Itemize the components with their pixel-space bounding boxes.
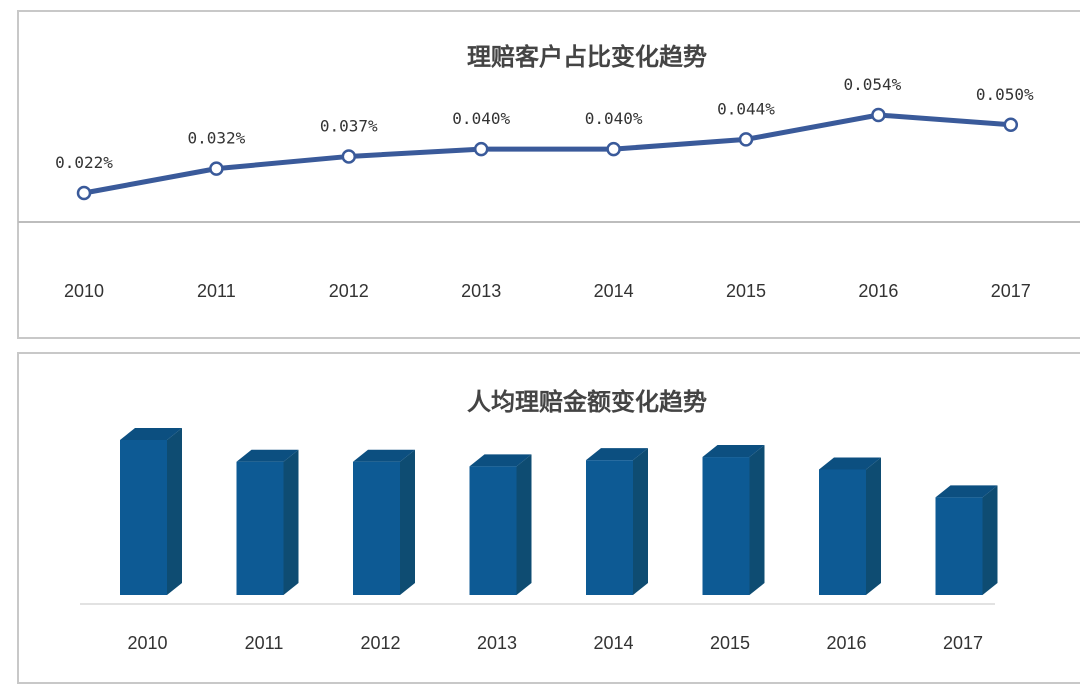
x-tick-label: 2015 <box>726 281 766 301</box>
bar-side <box>982 485 998 595</box>
bar-top <box>469 454 532 467</box>
data-label: 0.022% <box>55 153 113 172</box>
x-tick-label: 2013 <box>477 633 517 653</box>
data-label: 0.050% <box>976 85 1034 104</box>
bar <box>702 457 750 595</box>
bar-side <box>516 454 532 595</box>
x-tick-label: 2010 <box>127 633 167 653</box>
bar-top <box>819 457 881 470</box>
data-label: 0.040% <box>452 109 510 128</box>
bar <box>469 466 517 595</box>
x-tick-label: 2016 <box>826 633 866 653</box>
x-tick-label: 2010 <box>64 281 104 301</box>
bar-chart-title: 人均理赔金额变化趋势 <box>467 388 707 416</box>
x-tick-label: 2011 <box>197 281 236 301</box>
x-tick-label: 2014 <box>594 281 634 301</box>
bar <box>819 469 866 595</box>
bar-top <box>353 449 415 462</box>
line-point <box>473 141 489 157</box>
bar <box>120 440 167 595</box>
x-tick-label: 2016 <box>858 281 898 301</box>
line-point <box>341 149 357 164</box>
line-point <box>606 141 621 157</box>
x-tick-label: 2012 <box>360 633 400 653</box>
bar <box>353 461 400 595</box>
x-tick-label: 2013 <box>461 281 501 301</box>
line-point <box>1003 117 1019 133</box>
line-point <box>76 185 92 201</box>
bar <box>236 461 284 595</box>
bar-side <box>167 428 182 595</box>
bar <box>586 460 633 595</box>
x-tick-label: 2012 <box>329 281 369 301</box>
bar-top <box>702 445 765 458</box>
line-point <box>738 132 754 147</box>
bar-top <box>236 449 299 462</box>
data-label: 0.037% <box>320 116 378 135</box>
x-tick-label: 2017 <box>943 633 983 653</box>
x-tick-label: 2017 <box>991 281 1031 301</box>
bar-side <box>633 448 648 595</box>
bar-side <box>749 445 765 595</box>
data-label: 0.040% <box>585 109 643 128</box>
x-tick-label: 2011 <box>245 633 284 653</box>
bar-top <box>586 448 648 461</box>
x-tick-label: 2014 <box>593 633 633 653</box>
bar-side <box>283 449 299 595</box>
bar-side <box>866 457 881 595</box>
bar-chart-panel <box>17 352 1080 684</box>
line-point <box>209 161 224 176</box>
line-point <box>871 107 886 123</box>
data-label: 0.054% <box>844 75 902 94</box>
x-tick-label: 2015 <box>710 633 750 653</box>
data-label: 0.032% <box>188 129 246 148</box>
line-chart-title: 理赔客户占比变化趋势 <box>467 43 707 71</box>
bar-side <box>400 449 415 595</box>
bar <box>935 497 983 595</box>
bar-top <box>935 485 998 498</box>
bar-top <box>120 428 182 440</box>
data-label: 0.044% <box>717 99 775 118</box>
line-series <box>83 112 1011 196</box>
